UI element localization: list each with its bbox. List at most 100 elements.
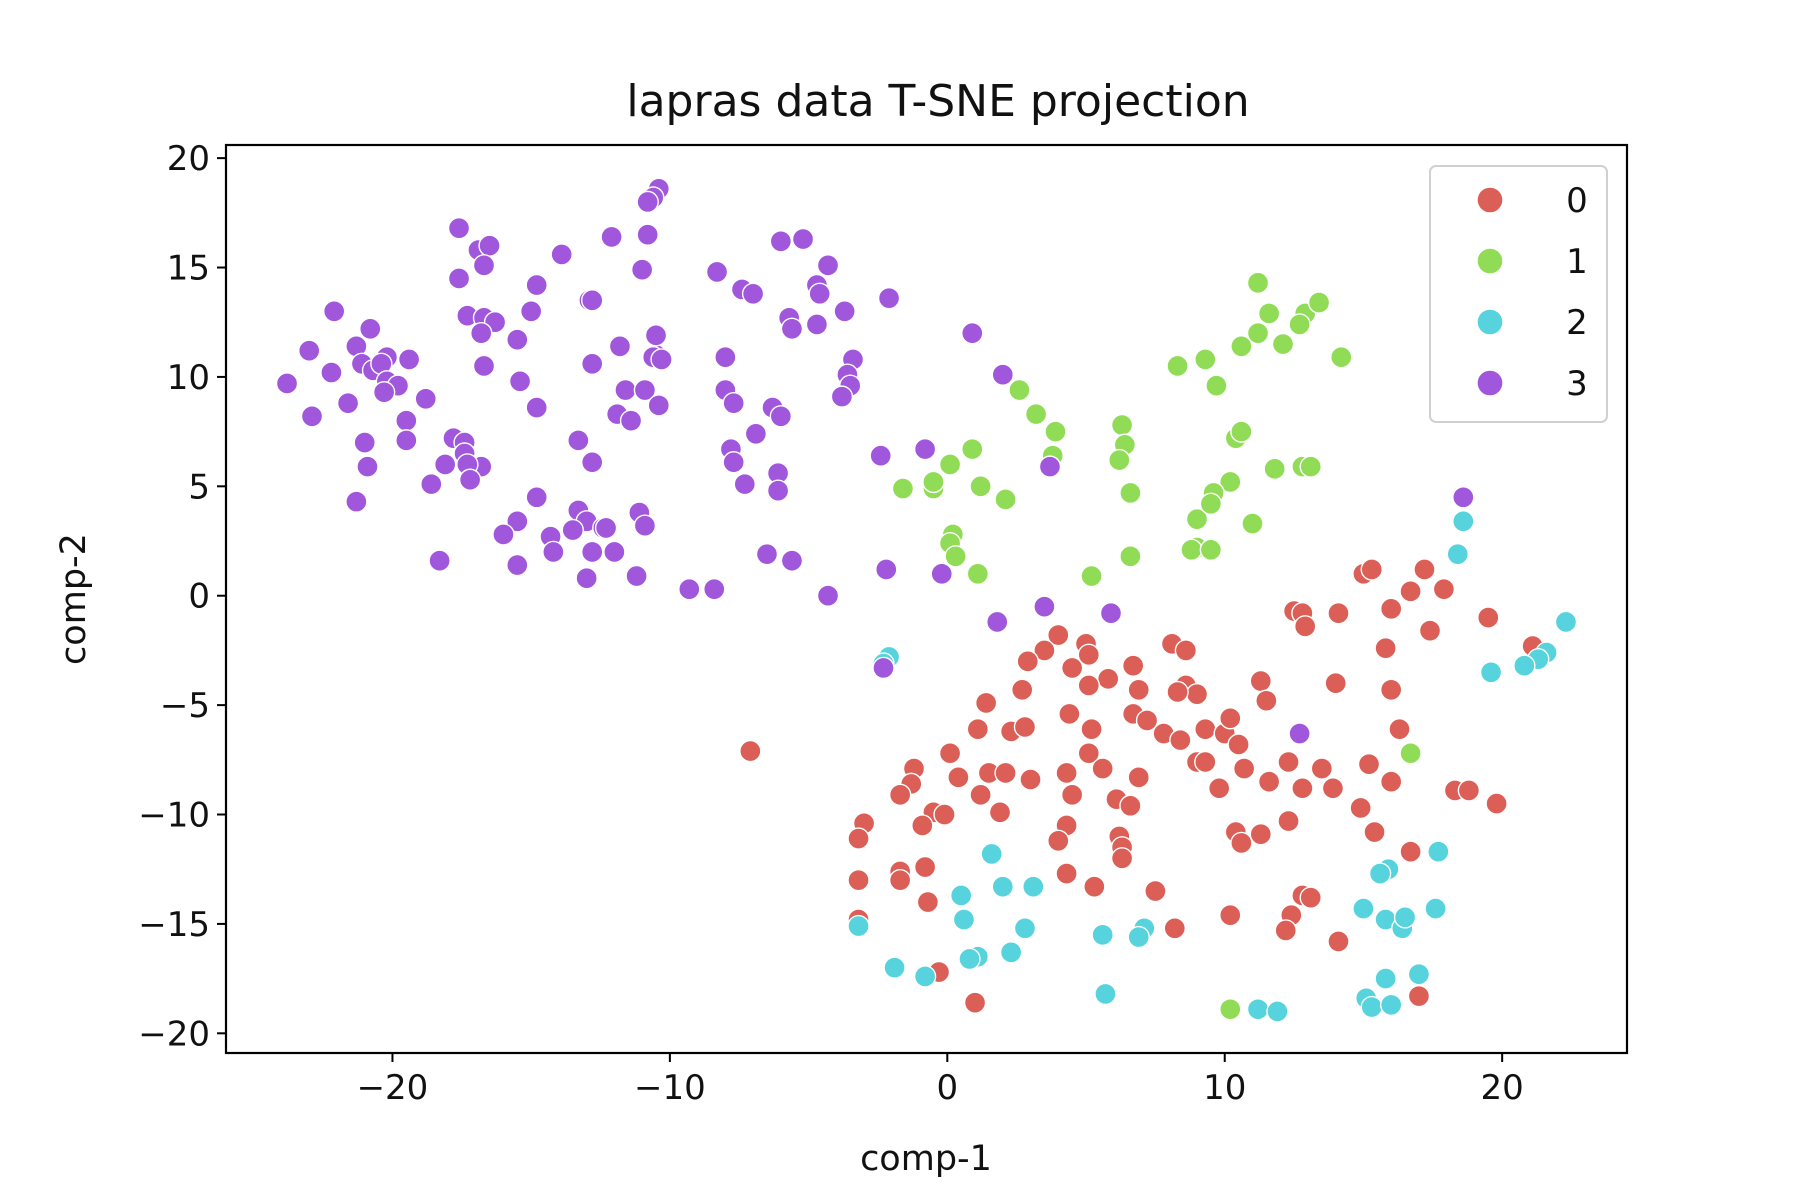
data-point-series-0 [1227, 733, 1250, 756]
data-point-series-2 [1513, 654, 1536, 677]
data-point-series-0 [963, 991, 987, 1014]
data-point-series-0 [1011, 678, 1034, 701]
data-point-series-3 [1099, 602, 1123, 625]
data-point-series-0 [1077, 643, 1100, 666]
data-point-series-2 [991, 875, 1014, 898]
data-point-series-2 [913, 965, 937, 988]
data-point-series-3 [930, 562, 953, 586]
data-point-series-2 [949, 884, 973, 907]
data-point-series-3 [619, 409, 643, 432]
data-point-series-3 [525, 486, 548, 509]
plot-frame [224, 143, 1629, 1055]
data-point-series-3 [633, 514, 657, 537]
data-point-series-3 [550, 243, 573, 266]
data-point-series-3 [808, 282, 831, 305]
data-point-series-0 [1058, 702, 1081, 726]
legend-label: 2 [1566, 303, 1588, 343]
data-point-series-3 [458, 468, 482, 491]
data-point-series-3 [472, 354, 496, 378]
data-point-series-3 [472, 254, 496, 277]
y-tick-label: 5 [188, 467, 210, 507]
y-tick-label: −10 [138, 796, 210, 836]
data-point-series-2 [1094, 982, 1117, 1006]
data-point-series-0 [969, 783, 992, 807]
data-point-series-3 [961, 321, 984, 345]
plot-area [224, 143, 1629, 1055]
data-point-series-0 [1299, 886, 1322, 909]
chart-title: lapras data T-SNE projection [626, 76, 1249, 127]
legend-marker [1476, 186, 1504, 214]
data-point-series-2 [883, 956, 906, 979]
data-point-series-0 [1219, 707, 1242, 730]
data-point-series-0 [1388, 717, 1411, 741]
data-point-series-0 [1310, 757, 1334, 780]
data-point-series-0 [1413, 558, 1436, 581]
data-point-series-1 [1205, 374, 1228, 397]
data-point-series-3 [525, 396, 548, 419]
data-point-series-0 [913, 855, 937, 879]
legend-marker [1476, 247, 1504, 275]
data-point-series-0 [1077, 674, 1100, 697]
data-point-series-3 [741, 282, 765, 305]
legend-marker [1476, 369, 1504, 397]
data-point-series-0 [1477, 606, 1500, 629]
data-point-series-3 [395, 429, 418, 452]
data-point-series-1 [944, 545, 967, 568]
data-point-series-3 [275, 372, 299, 395]
data-point-series-0 [1169, 728, 1192, 752]
data-point-series-0 [1097, 667, 1120, 691]
data-point-series-0 [739, 739, 762, 763]
data-point-series-1 [922, 470, 945, 494]
data-point-series-3 [372, 381, 396, 404]
data-point-series-2 [952, 908, 976, 931]
data-point-series-0 [1457, 779, 1481, 802]
data-point-series-0 [1418, 619, 1442, 642]
data-point-series-0 [1019, 768, 1042, 791]
data-point-series-3 [581, 540, 604, 564]
data-point-series-2 [999, 941, 1023, 964]
data-point-series-3 [581, 289, 604, 312]
data-point-series-3 [1038, 455, 1062, 478]
data-point-series-0 [1219, 903, 1242, 927]
data-point-series-0 [988, 801, 1012, 824]
data-point-series-0 [1249, 669, 1272, 693]
data-point-series-3 [913, 437, 937, 461]
data-point-series-0 [1277, 750, 1300, 774]
data-point-series-2 [1379, 993, 1403, 1017]
data-point-series-3 [506, 510, 529, 533]
data-point-series-0 [1185, 682, 1209, 706]
data-point-series-0 [1327, 602, 1350, 625]
legend-label: 3 [1566, 364, 1588, 404]
data-point-series-3 [478, 234, 501, 257]
data-point-series-0 [1033, 639, 1056, 662]
data-point-series-2 [1554, 610, 1578, 634]
data-point-series-0 [1349, 796, 1372, 820]
data-point-series-3 [636, 223, 659, 246]
data-point-series-0 [1174, 639, 1198, 662]
data-point-series-2 [1127, 925, 1150, 949]
data-point-series-0 [1060, 783, 1084, 807]
data-point-series-3 [525, 273, 548, 297]
data-point-series-0 [1166, 680, 1189, 704]
data-point-series-0 [1379, 678, 1403, 701]
data-point-series-2 [980, 842, 1003, 866]
data-point-series-1 [1199, 538, 1223, 561]
y-tick-label: −20 [138, 1014, 210, 1054]
data-point-series-3 [542, 540, 565, 564]
data-point-series-0 [1083, 875, 1106, 898]
data-point-series-2 [1424, 897, 1447, 920]
data-point-series-3 [816, 254, 840, 277]
data-point-series-0 [847, 868, 870, 892]
data-point-series-0 [1293, 615, 1317, 638]
data-point-series-0 [1077, 742, 1100, 765]
data-point-series-1 [1194, 348, 1217, 371]
data-point-series-0 [888, 783, 912, 807]
legend-label: 1 [1566, 242, 1588, 282]
data-point-series-0 [1144, 879, 1167, 903]
data-point-series-0 [947, 766, 970, 789]
data-point-series-0 [1230, 831, 1253, 855]
data-point-series-0 [1013, 715, 1037, 739]
data-point-series-3 [650, 348, 673, 371]
data-point-series-2 [1368, 862, 1392, 885]
